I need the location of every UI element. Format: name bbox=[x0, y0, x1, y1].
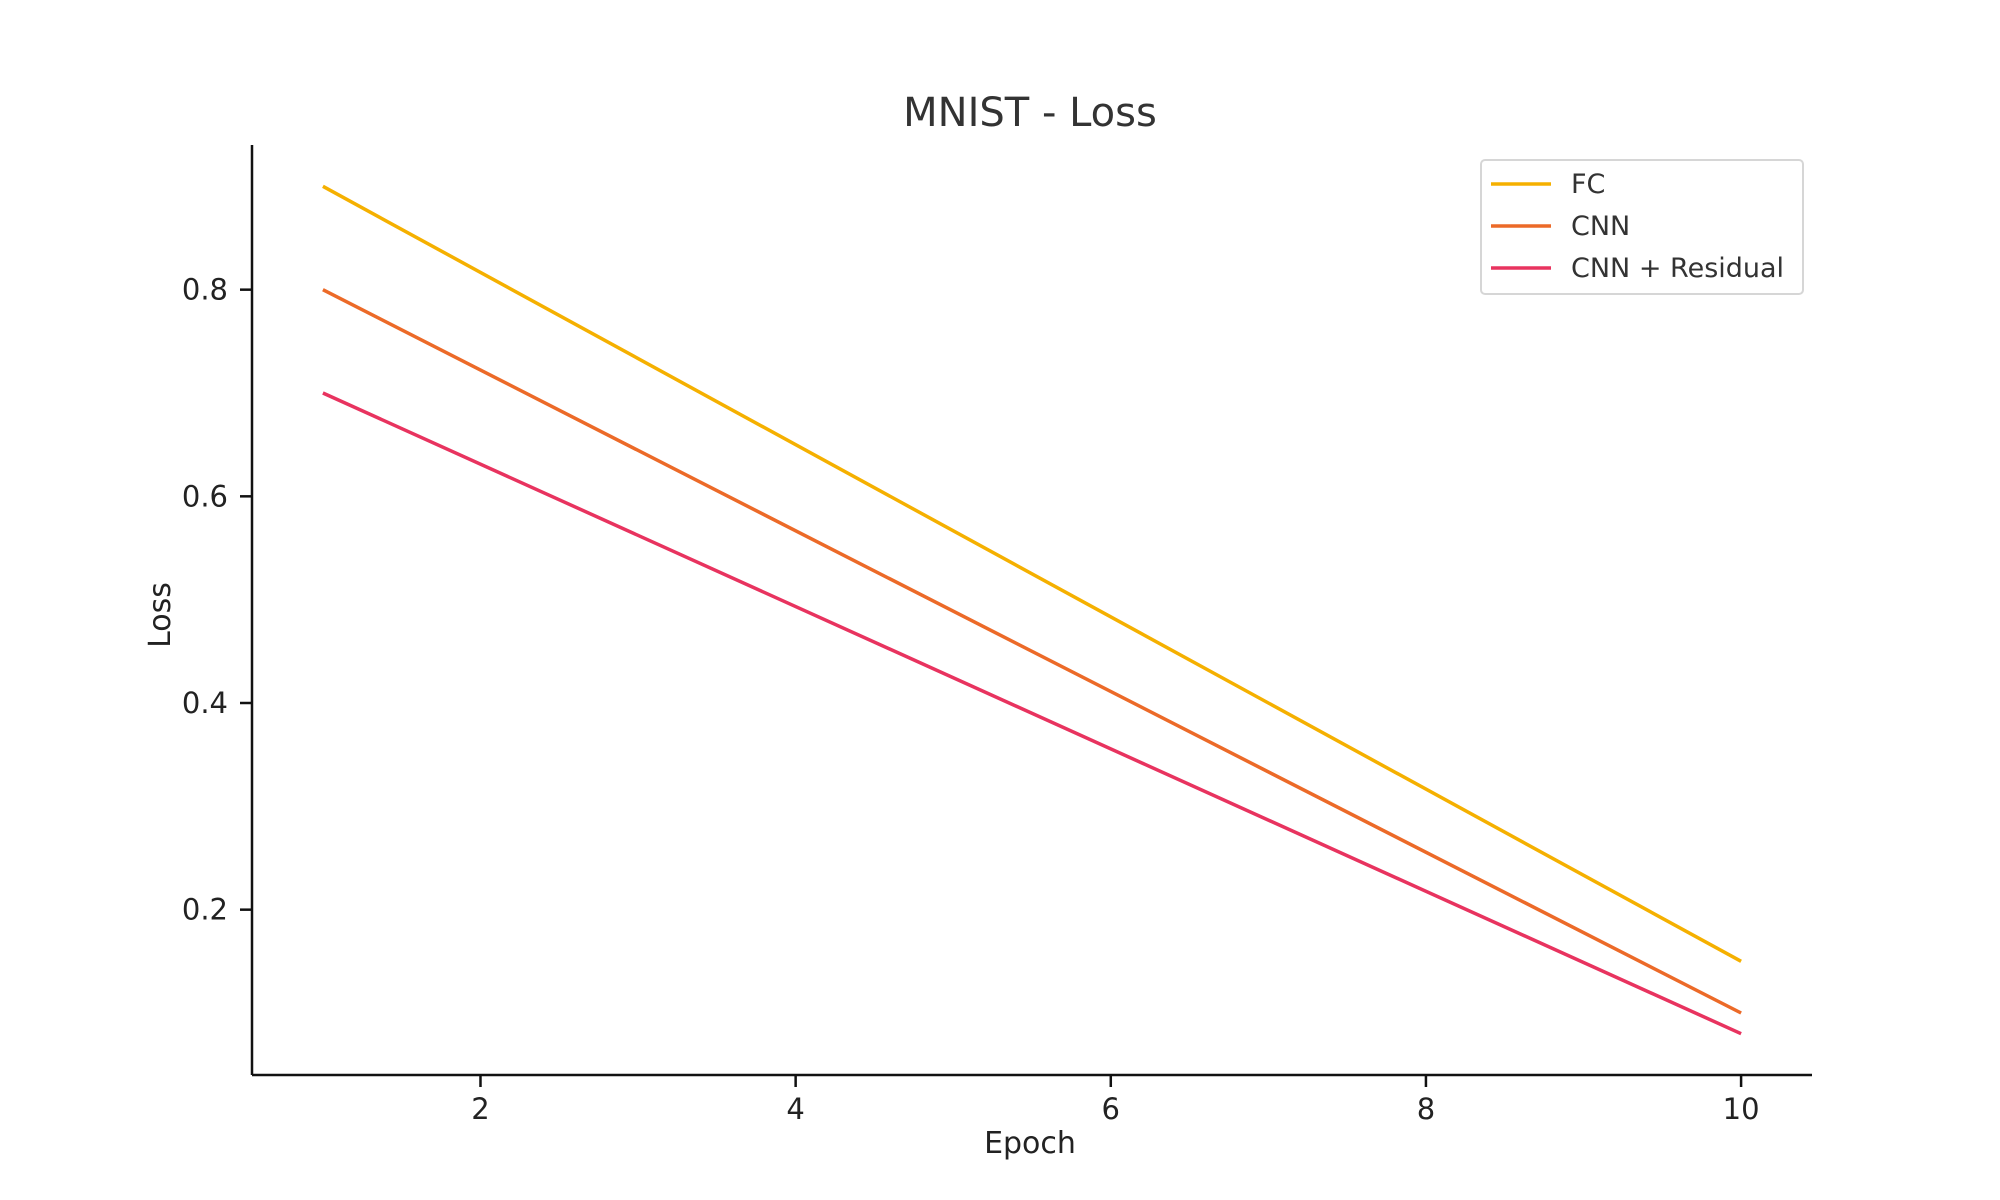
series-line-1 bbox=[322, 288, 1742, 1015]
y-tick-label: 0.8 bbox=[182, 273, 228, 307]
x-tick-label: 8 bbox=[1417, 1092, 1435, 1126]
x-tick-label: 10 bbox=[1723, 1092, 1760, 1126]
series-line-2 bbox=[322, 391, 1742, 1036]
x-axis: 2 4 6 8 10 bbox=[252, 1073, 1812, 1126]
x-tick-label: 2 bbox=[471, 1092, 489, 1126]
y-tick-label: 0.4 bbox=[182, 686, 228, 720]
legend-label: FC bbox=[1571, 169, 1605, 200]
legend: FC CNN CNN + Residual bbox=[1480, 159, 1804, 295]
y-tick-label: 0.2 bbox=[182, 893, 228, 927]
legend-label: CNN bbox=[1571, 211, 1630, 242]
legend-label: CNN + Residual bbox=[1571, 253, 1784, 284]
x-tick-label: 4 bbox=[786, 1092, 804, 1126]
series-layer bbox=[322, 184, 1742, 1036]
x-tick-label: 6 bbox=[1102, 1092, 1120, 1126]
series-line-0 bbox=[322, 184, 1742, 963]
y-axis-label: Loss bbox=[143, 582, 178, 648]
y-tick-label: 0.6 bbox=[182, 479, 228, 513]
legend-box bbox=[1480, 159, 1804, 295]
y-axis: 0.2 0.4 0.6 0.8 bbox=[182, 145, 254, 1075]
x-axis-label: Epoch bbox=[984, 1126, 1076, 1161]
chart-title: MNIST - Loss bbox=[903, 90, 1157, 136]
